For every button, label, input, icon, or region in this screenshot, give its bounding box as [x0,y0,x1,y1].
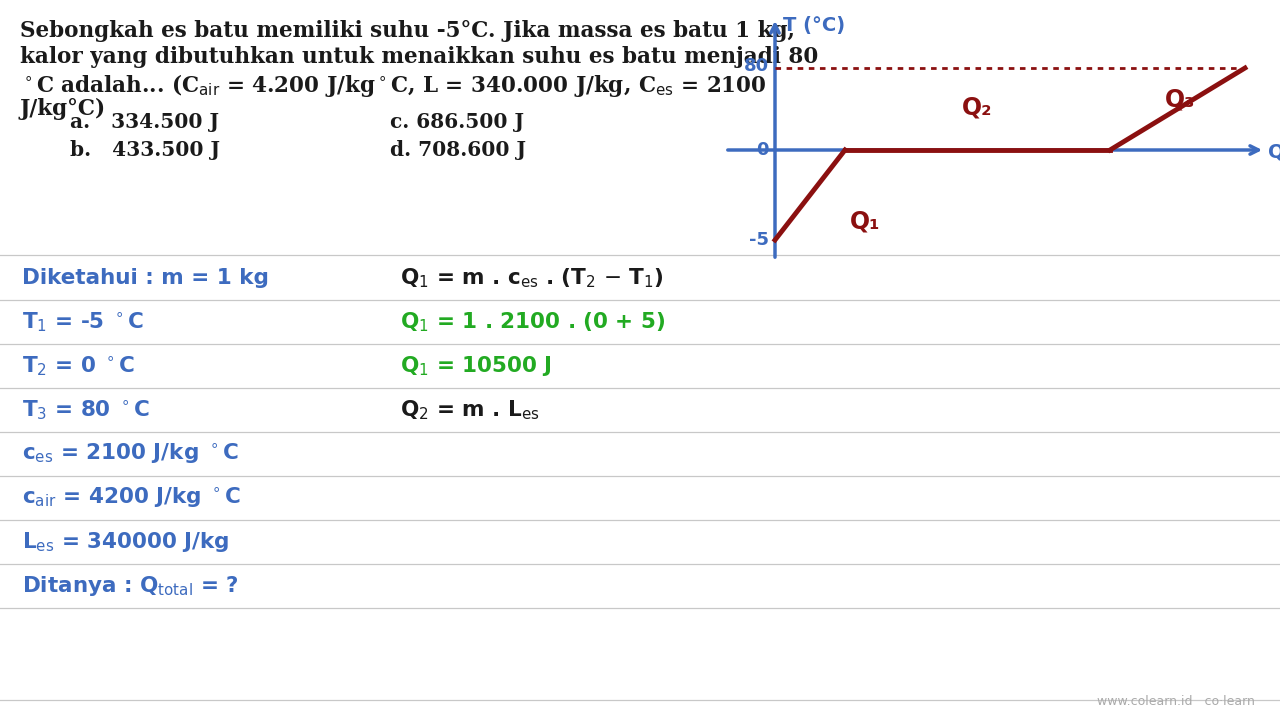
Text: Q (J): Q (J) [1268,143,1280,161]
Text: T$_2$ = 0 $^\circ$C: T$_2$ = 0 $^\circ$C [22,354,134,378]
Text: T$_1$ = -5 $^\circ$C: T$_1$ = -5 $^\circ$C [22,310,143,334]
Text: Ditanya : Q$_{\mathrm{total}}$ = ?: Ditanya : Q$_{\mathrm{total}}$ = ? [22,574,239,598]
Text: -5: -5 [749,231,769,249]
Text: Q$_1$ = 10500 J: Q$_1$ = 10500 J [399,354,552,378]
Text: b.   433.500 J: b. 433.500 J [70,140,220,160]
Text: J/kg°C): J/kg°C) [20,98,106,120]
Text: Q₁: Q₁ [850,210,881,234]
Text: Q$_1$ = m . c$_{\mathrm{es}}$ . (T$_2$ $-$ T$_1$): Q$_1$ = m . c$_{\mathrm{es}}$ . (T$_2$ $… [399,266,664,289]
Text: d. 708.600 J: d. 708.600 J [390,140,526,160]
Text: kalor yang dibutuhkan untuk menaikkan suhu es batu menjadi 80: kalor yang dibutuhkan untuk menaikkan su… [20,46,818,68]
Text: Q₃: Q₃ [1165,87,1196,111]
Text: T (°C): T (°C) [783,16,845,35]
Text: T$_3$ = 80 $^\circ$C: T$_3$ = 80 $^\circ$C [22,398,150,422]
Text: www.colearn.id   co·learn: www.colearn.id co·learn [1097,695,1254,708]
Text: 80: 80 [744,57,769,75]
Text: $^\circ$C adalah... (C$_{\mathrm{air}}$ = 4.200 J/kg$^\circ$C, L = 340.000 J/kg,: $^\circ$C adalah... (C$_{\mathrm{air}}$ … [20,72,767,99]
Text: a.   334.500 J: a. 334.500 J [70,112,219,132]
Text: c$_{\mathrm{air}}$ = 4200 J/kg $^\circ$C: c$_{\mathrm{air}}$ = 4200 J/kg $^\circ$C [22,486,241,510]
Text: Q$_1$ = 1 . 2100 . (0 + 5): Q$_1$ = 1 . 2100 . (0 + 5) [399,310,666,334]
Text: Q₂: Q₂ [963,96,993,120]
Text: Q$_2$ = m . L$_{\mathrm{es}}$: Q$_2$ = m . L$_{\mathrm{es}}$ [399,398,539,422]
Text: Sebongkah es batu memiliki suhu -5°C. Jika massa es batu 1 kg,: Sebongkah es batu memiliki suhu -5°C. Ji… [20,20,795,42]
Text: c$_{\mathrm{es}}$ = 2100 J/kg $^\circ$C: c$_{\mathrm{es}}$ = 2100 J/kg $^\circ$C [22,442,238,466]
Text: c. 686.500 J: c. 686.500 J [390,112,524,132]
Text: L$_{\mathrm{es}}$ = 340000 J/kg: L$_{\mathrm{es}}$ = 340000 J/kg [22,530,229,554]
Text: Diketahui : m = 1 kg: Diketahui : m = 1 kg [22,268,269,288]
Text: 0: 0 [756,141,769,159]
